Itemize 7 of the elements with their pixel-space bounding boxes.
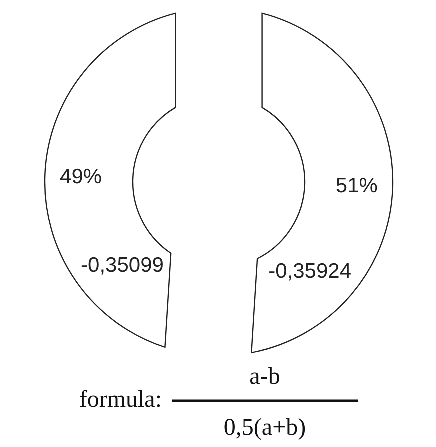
text: a-b [250, 364, 280, 390]
text: -0,35099 [81, 254, 164, 278]
data-label: 51% [336, 174, 378, 198]
text: 0,5(a+b) [224, 415, 306, 441]
text: formula: [79, 387, 162, 413]
text: -0,35924 [268, 260, 352, 283]
data-label: 49% [60, 166, 102, 189]
